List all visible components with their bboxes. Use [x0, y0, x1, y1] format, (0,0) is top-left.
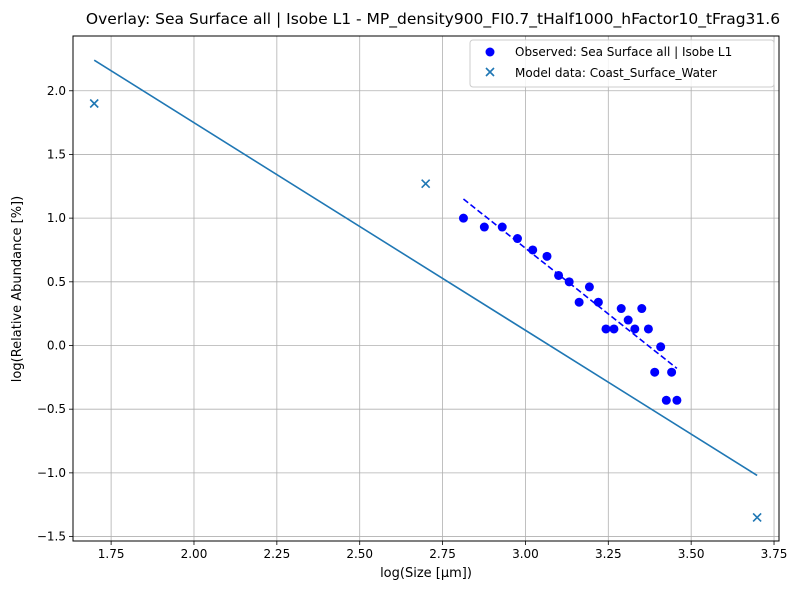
observed-point [616, 304, 626, 314]
observed-point [661, 395, 671, 405]
x-tick-label: 1.75 [98, 547, 125, 561]
observed-point [584, 282, 594, 292]
observed-point [667, 367, 677, 377]
observed-point [650, 367, 660, 377]
model-fit-line [93, 59, 758, 477]
observed-point [630, 324, 640, 334]
y-tick-label: 1.5 [47, 147, 66, 161]
legend-label-model: Model data: Coast_Surface_Water [515, 66, 717, 80]
observed-point [672, 395, 682, 405]
plot-area-frame [72, 35, 780, 542]
observed-point [564, 277, 574, 287]
observed-point [458, 213, 468, 223]
observed-point [601, 324, 611, 334]
y-tick-label: −0.5 [37, 402, 66, 416]
observed-point [623, 315, 633, 325]
legend-frame [469, 39, 775, 88]
x-axis-label: log(Size [µm]) [380, 566, 472, 581]
y-tick-label: 2.0 [47, 84, 66, 98]
model-point [89, 98, 99, 109]
x-tick-label: 3.00 [512, 547, 539, 561]
observed-point [609, 324, 619, 334]
observed-point [479, 222, 489, 232]
y-tick-label: 1.0 [47, 211, 66, 225]
y-tick-label: −1.5 [37, 530, 66, 544]
legend-marker-observed [485, 47, 495, 57]
model-point [752, 512, 762, 523]
chart-title: Overlay: Sea Surface all | Isobe L1 - MP… [86, 10, 780, 29]
y-axis-label: log(Relative Abundance [%]) [10, 196, 25, 382]
legend-marker-model [485, 67, 495, 77]
observed-point [593, 297, 603, 307]
x-tick-label: 2.75 [429, 547, 456, 561]
observed-point [542, 251, 552, 261]
observed-point [643, 324, 653, 334]
x-tick-label: 3.50 [678, 547, 705, 561]
x-axis: 1.75 2.00 2.25 2.50 2.75 3.00 3.25 3.50 3.75 [98, 541, 788, 561]
observed-point [528, 245, 538, 255]
observed-point [574, 297, 584, 307]
observed-point [554, 270, 564, 280]
observed-point [637, 304, 647, 314]
observed-point [656, 342, 666, 352]
model-point [421, 179, 431, 189]
y-tick-label: 0.0 [47, 338, 66, 352]
y-axis: −1.5 −1.0 −0.5 0.0 0.5 1.0 1.5 2.0 [37, 84, 73, 544]
legend-label-observed: Observed: Sea Surface all | Isobe L1 [515, 45, 732, 59]
x-tick-label: 2.50 [346, 547, 373, 561]
legend: Observed: Sea Surface all | Isobe L1 Mod… [469, 39, 775, 88]
x-tick-label: 3.75 [761, 547, 788, 561]
y-tick-label: 0.5 [47, 275, 66, 289]
x-tick-label: 2.25 [263, 547, 290, 561]
x-tick-label: 2.00 [181, 547, 208, 561]
y-tick-label: −1.0 [37, 466, 66, 480]
x-tick-label: 3.25 [595, 547, 622, 561]
data-markers [89, 98, 762, 523]
observed-point [497, 222, 507, 232]
observed-point [512, 234, 522, 244]
